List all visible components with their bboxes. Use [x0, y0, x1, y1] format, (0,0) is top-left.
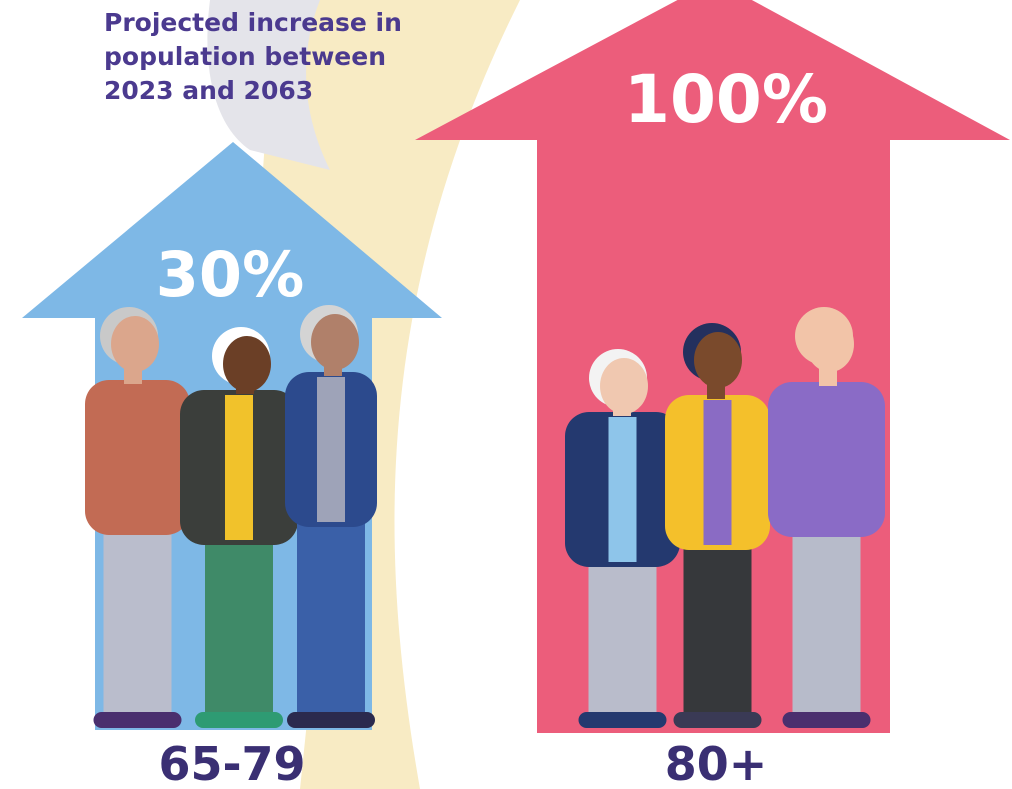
value-label: 100%: [624, 61, 828, 138]
person-shoes: [783, 712, 871, 728]
person-legs: [589, 562, 657, 715]
page: 30% 100% 65-79 80+ Projected increase in…: [0, 0, 1012, 789]
person-legs: [104, 530, 172, 715]
person-shirt: [609, 417, 637, 562]
person-legs: [793, 532, 861, 715]
value-label: 30%: [156, 238, 304, 311]
person-head: [223, 336, 271, 392]
person-shoes: [579, 712, 667, 728]
person-head: [600, 358, 648, 414]
person-shoes: [94, 712, 182, 728]
category-label: 65-79: [158, 737, 305, 789]
person-body: [85, 380, 190, 535]
category-label: 80+: [665, 737, 768, 789]
person-head: [806, 316, 854, 372]
person-head: [694, 332, 742, 388]
person-shoes: [674, 712, 762, 728]
person-shirt: [317, 377, 345, 522]
person-legs: [684, 545, 752, 715]
person-shoes: [195, 712, 283, 728]
person-legs: [205, 540, 273, 715]
title: Projected increase in population between…: [104, 6, 414, 108]
person-legs: [297, 522, 365, 715]
person-shoes: [287, 712, 375, 728]
infographic: 30% 100% 65-79 80+: [0, 0, 1012, 789]
person-head: [311, 314, 359, 370]
person-body: [768, 382, 885, 537]
person-shirt: [225, 395, 253, 540]
person-head: [111, 316, 159, 372]
person-shirt: [704, 400, 732, 545]
